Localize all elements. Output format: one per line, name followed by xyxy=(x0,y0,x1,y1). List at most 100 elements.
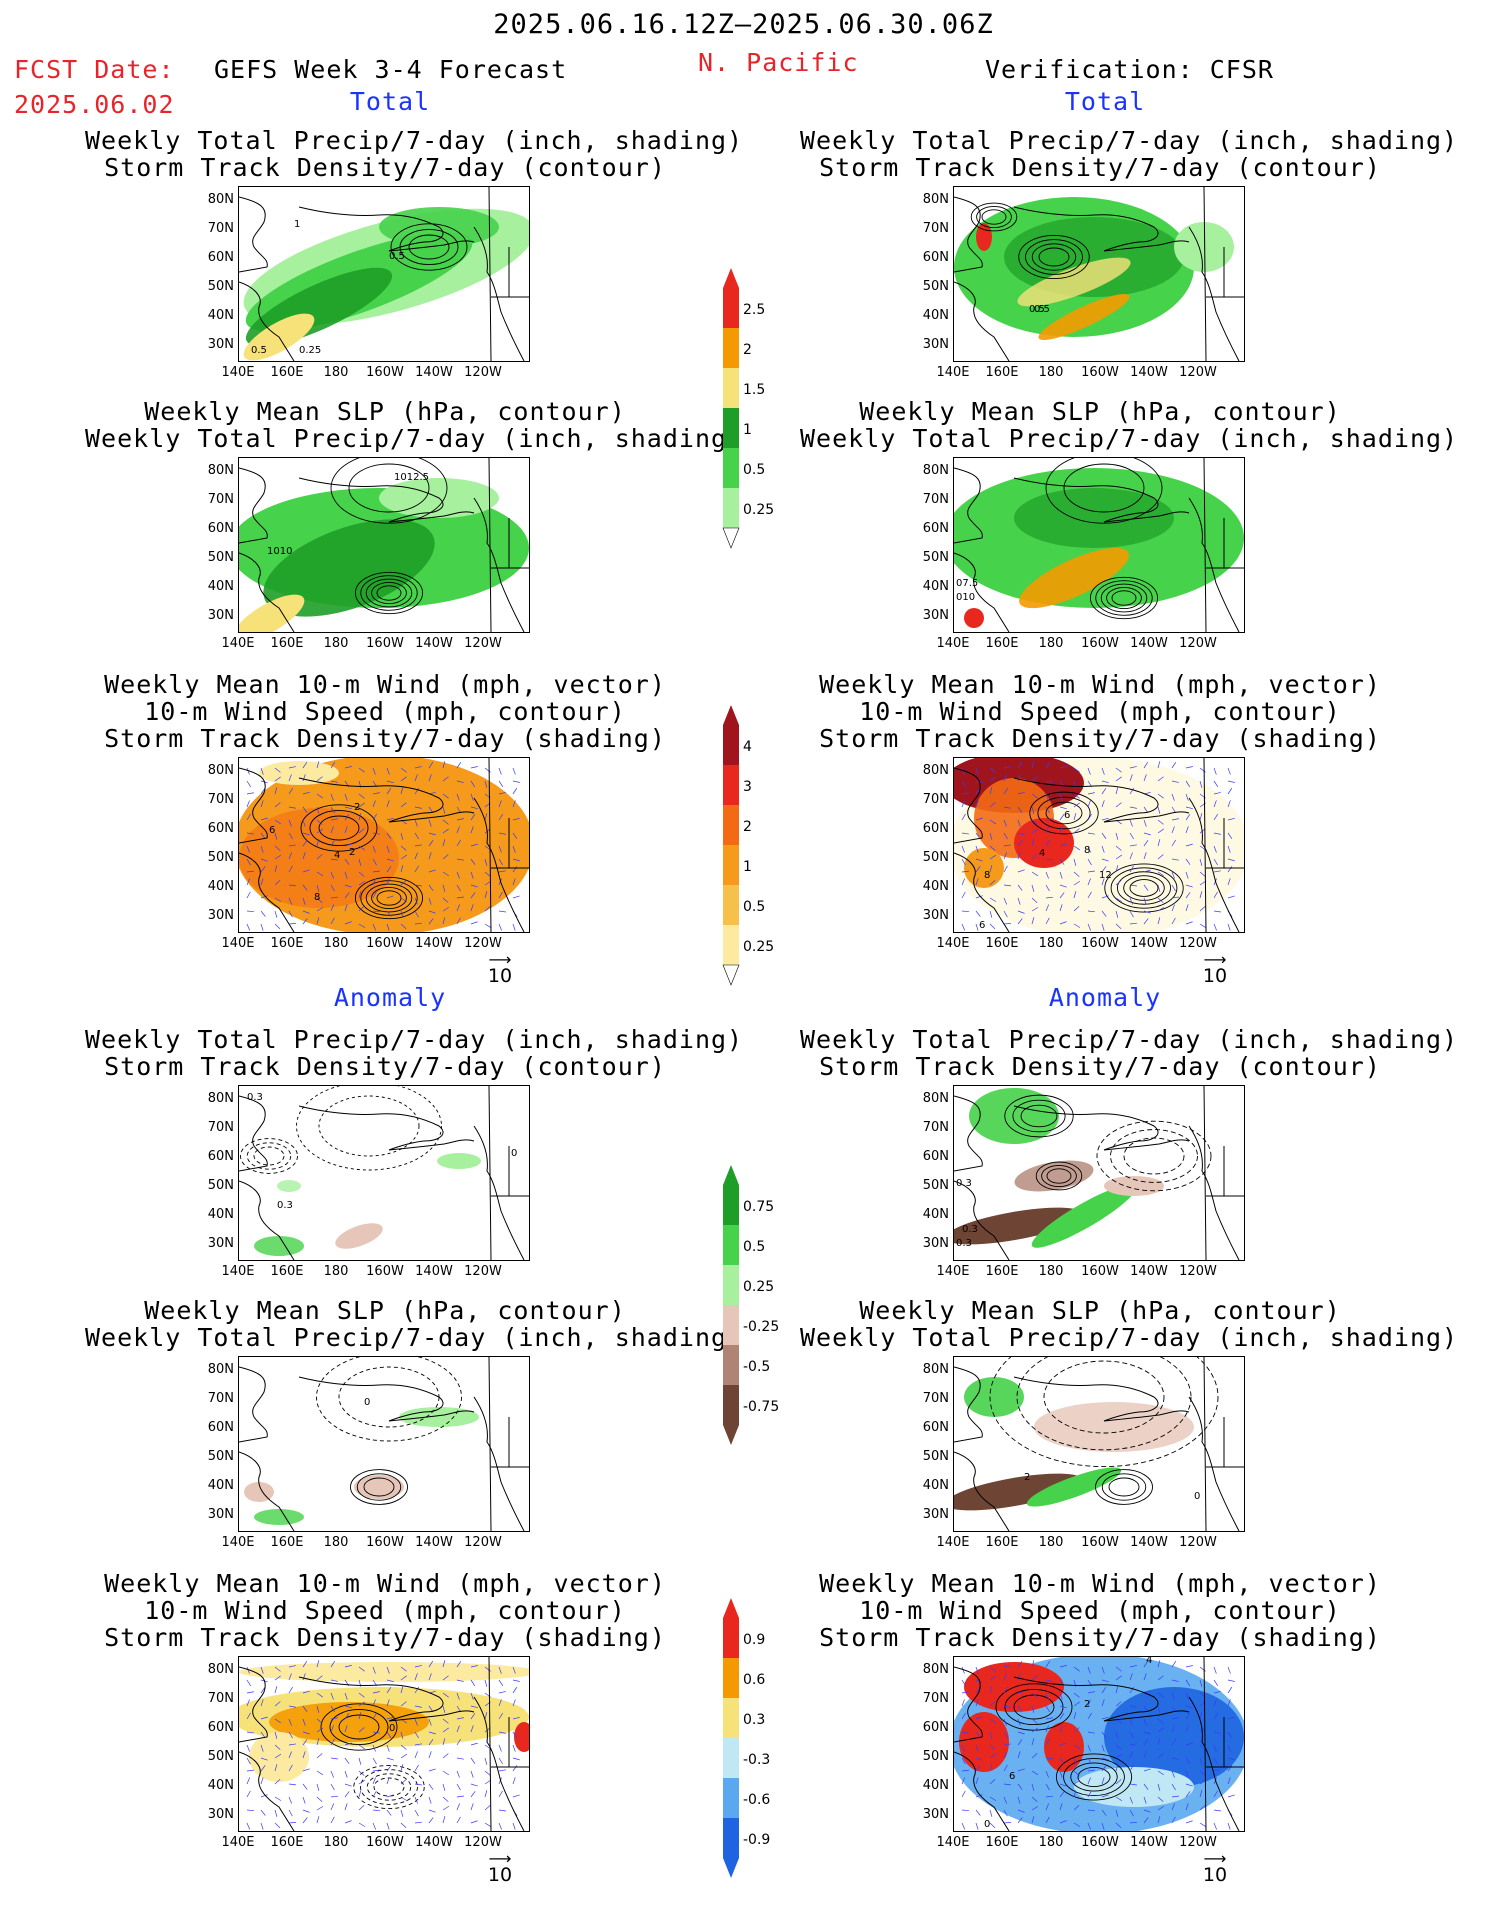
wind-vector xyxy=(989,880,996,886)
wind-vector xyxy=(1073,802,1080,808)
colorbar-segment xyxy=(723,1265,739,1305)
colorbar-label: 0.3 xyxy=(743,1712,765,1728)
wind-vector xyxy=(1213,1790,1218,1798)
wind-vector xyxy=(1199,1790,1203,1798)
shading-area xyxy=(399,1407,479,1427)
wind-vector xyxy=(1171,917,1176,925)
title-p3: Weekly Mean SLP (hPa, contour) Weekly Tot… xyxy=(85,397,744,453)
wind-vector xyxy=(470,826,474,834)
wind-vector xyxy=(456,1783,461,1791)
wind-vector xyxy=(1017,791,1025,795)
wind-vector xyxy=(428,1796,432,1804)
wind-vector xyxy=(1185,1665,1193,1668)
wind-vector xyxy=(1227,1794,1235,1798)
wind-vector xyxy=(428,1783,434,1790)
wind-vector xyxy=(1171,896,1179,899)
wind-vector xyxy=(1073,906,1080,912)
wind-vector xyxy=(1045,1795,1053,1798)
wind-vector xyxy=(1157,1738,1161,1746)
wind-vector xyxy=(1185,884,1193,888)
wind-vector xyxy=(1227,787,1233,795)
lat-tick-label: 50N xyxy=(922,1449,949,1464)
lat-tick-label: 70N xyxy=(922,1120,949,1135)
wind-vector xyxy=(442,1705,446,1713)
wind-vector xyxy=(260,923,264,931)
wind-vector xyxy=(428,852,432,860)
wind-vector xyxy=(1171,761,1177,769)
wind-vector xyxy=(470,1820,478,1824)
wind-vector xyxy=(386,800,390,808)
contour-label: 6 xyxy=(269,825,275,836)
wind-vector xyxy=(316,776,323,782)
wind-vector xyxy=(1129,774,1133,782)
wind-vector xyxy=(1171,904,1175,912)
wind-vector xyxy=(302,1751,306,1759)
wind-vector xyxy=(330,917,335,925)
wind-vector xyxy=(288,819,292,827)
wind-vector xyxy=(470,813,476,821)
wind-vector xyxy=(400,1731,404,1739)
lon-tick-label: 160E xyxy=(985,1535,1019,1550)
wind-vector xyxy=(1157,1805,1165,1811)
wind-vector xyxy=(400,880,407,886)
wind-vector xyxy=(246,1699,250,1707)
wind-vector xyxy=(498,813,504,821)
wind-vector xyxy=(1115,1822,1122,1829)
wind-vector xyxy=(498,1666,502,1674)
map-canvas: 0 xyxy=(239,1357,529,1531)
lat-tick-label: 40N xyxy=(922,579,949,594)
wind-vector xyxy=(961,1691,969,1694)
wind-vector xyxy=(428,897,432,905)
lat-tick-label: 30N xyxy=(922,908,949,923)
wind-vector xyxy=(400,832,404,840)
wind-vector xyxy=(498,780,504,788)
wind-vector xyxy=(1087,858,1092,866)
lon-tick-label: 180 xyxy=(323,936,349,951)
wind-vector xyxy=(344,1713,350,1720)
wind-vector xyxy=(316,839,320,847)
wind-vector xyxy=(456,1816,461,1824)
wind-vector xyxy=(1157,1770,1165,1776)
wind-vector xyxy=(1073,1692,1080,1698)
lat-tick-label: 30N xyxy=(207,608,234,623)
wind-vector xyxy=(961,891,966,899)
shading-area xyxy=(969,1088,1059,1144)
contour-line xyxy=(1041,1164,1077,1188)
coastline xyxy=(298,1676,444,1722)
wind-vector xyxy=(1031,1806,1039,1811)
wind-vector xyxy=(386,832,392,839)
wind-vector xyxy=(498,767,502,775)
wind-vector xyxy=(330,780,338,783)
wind-vector xyxy=(1045,1692,1049,1700)
lat-tick-label: 30N xyxy=(207,1236,234,1251)
contour-line xyxy=(253,1146,285,1166)
lon-tick-label: 160W xyxy=(1081,1535,1119,1550)
lat-tick-label: 60N xyxy=(922,250,949,265)
map-canvas: 6 4 8 8 12 6 xyxy=(954,758,1244,932)
wind-vector xyxy=(288,865,293,873)
wind-vector xyxy=(260,1716,268,1720)
wind-vector xyxy=(1017,1718,1021,1726)
wind-vector xyxy=(1129,1705,1137,1708)
contour-line xyxy=(1108,1477,1140,1497)
map-verification-wind-storm-total: 6 4 8 8 12 6 xyxy=(953,757,1245,933)
wind-vector xyxy=(989,865,993,873)
wind-vector xyxy=(961,832,969,835)
lon-tick-label: 120W xyxy=(464,1535,502,1550)
lat-tick-label: 70N xyxy=(207,1120,234,1135)
lat-tick-label: 40N xyxy=(207,1778,234,1793)
wind-vector xyxy=(260,767,264,775)
wind-vector xyxy=(1087,1712,1092,1720)
contour-label: 0.5 xyxy=(1029,304,1045,315)
wind-vector xyxy=(246,1769,254,1772)
wind-vector xyxy=(1045,1725,1049,1733)
contour-label: 0.3 xyxy=(956,1238,972,1249)
wind-vector xyxy=(302,897,306,905)
wind-vector xyxy=(1213,891,1218,899)
wind-vector xyxy=(442,761,446,769)
coastline xyxy=(1103,1710,1190,1722)
wind-vector xyxy=(274,1718,281,1724)
contour-label: 4 xyxy=(334,850,340,861)
wind-vector xyxy=(484,858,488,866)
lon-tick-label: 160E xyxy=(985,1264,1019,1279)
